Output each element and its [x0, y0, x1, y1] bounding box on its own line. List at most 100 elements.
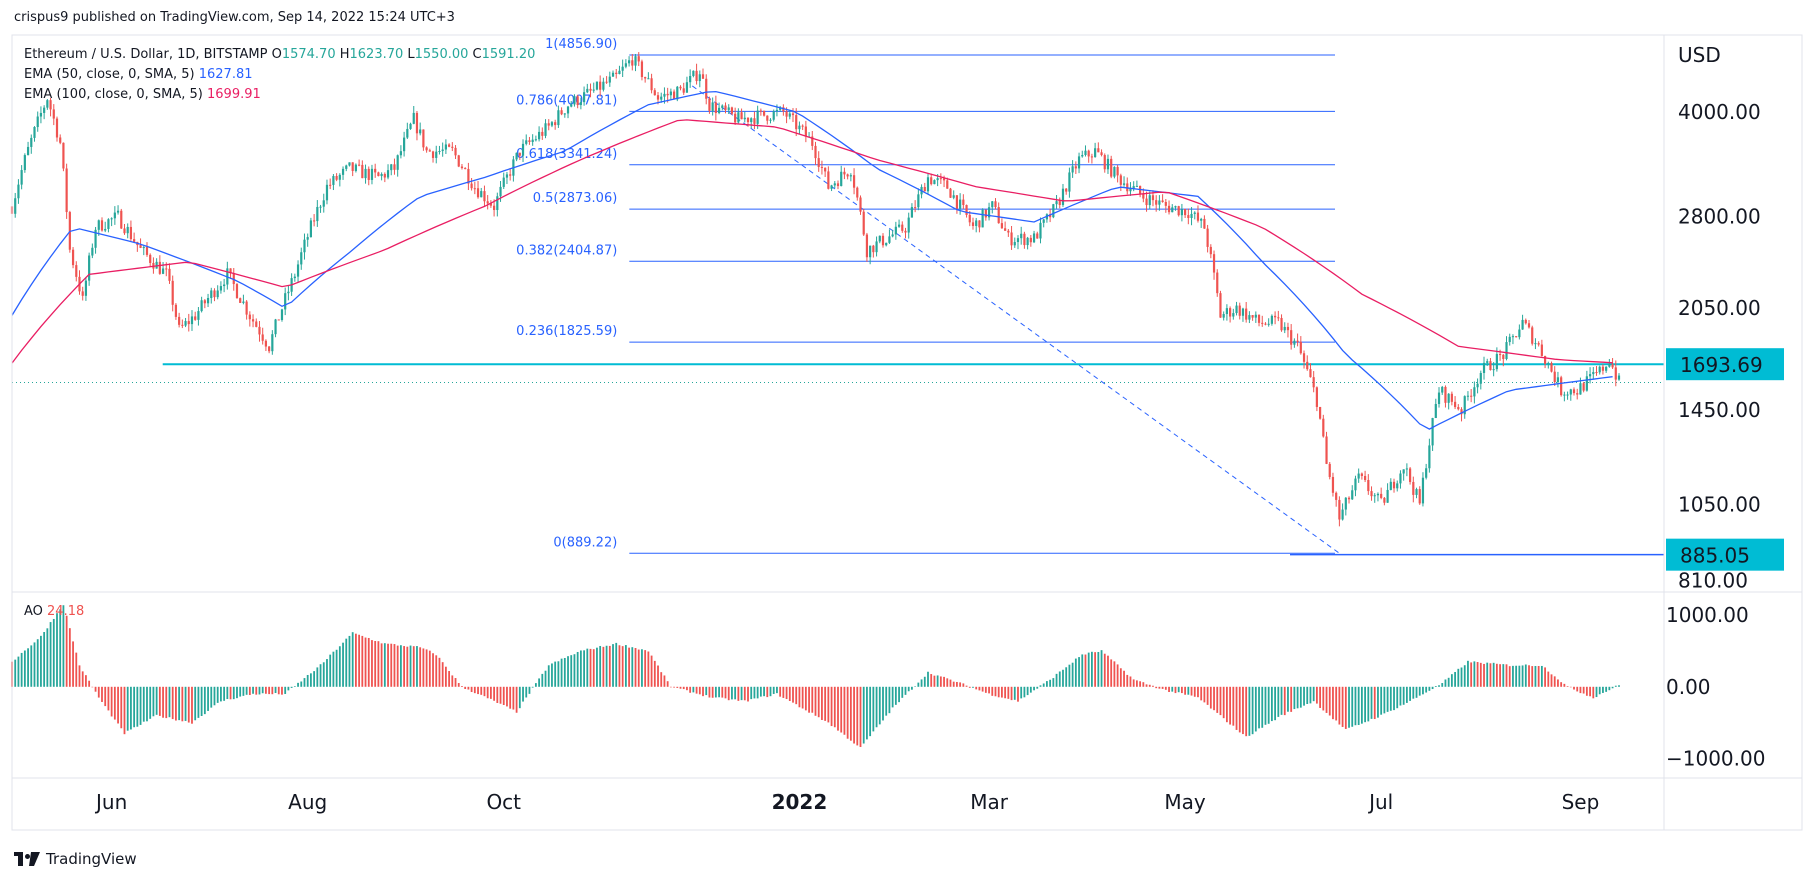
ao-bar — [1303, 686, 1305, 706]
ao-bar — [589, 648, 592, 687]
candle-body — [1283, 326, 1286, 331]
candle-body — [914, 207, 917, 209]
ao-bar — [1235, 686, 1238, 730]
legend: Ethereum / U.S. Dollar, 1D, BITSTAMP O15… — [24, 47, 535, 619]
ao-bar — [904, 686, 907, 695]
candle-body — [219, 286, 223, 291]
candle-body — [1351, 490, 1354, 500]
fib-level-label: 0.382(2404.87) — [516, 243, 617, 258]
ao-bar — [419, 647, 422, 687]
ao-bar — [255, 686, 258, 695]
candle-body — [827, 171, 830, 189]
ao-bar — [252, 686, 254, 694]
ao-bar — [316, 667, 319, 687]
candle-body — [335, 176, 338, 180]
candle-body — [1319, 406, 1322, 419]
candle-body — [1081, 155, 1084, 157]
ao-bar — [830, 686, 833, 727]
candle-body — [97, 220, 100, 230]
ao-bar — [1110, 659, 1113, 687]
ao-bar — [358, 634, 361, 687]
ao-bar — [888, 686, 891, 714]
candle-body — [875, 241, 878, 253]
ao-bar — [1248, 686, 1251, 736]
candle-body — [1598, 366, 1601, 373]
ao-bar — [81, 671, 84, 687]
candle-body — [46, 100, 49, 108]
price-marker-bg — [1666, 348, 1784, 381]
ao-bar — [486, 686, 489, 699]
legend-symbol-row: Ethereum / U.S. Dollar, 1D, BITSTAMP O15… — [24, 47, 535, 62]
candle-body — [952, 195, 955, 198]
candle-body — [277, 319, 280, 321]
candle-body — [422, 129, 425, 148]
candle-body — [1412, 481, 1415, 495]
price-tick-label: 4000.00 — [1678, 100, 1761, 124]
ao-bar — [1267, 686, 1270, 724]
candle-body — [1325, 436, 1328, 464]
legend-ohlc-key: H — [340, 47, 350, 62]
ao-bar — [759, 686, 762, 697]
ao-bar — [608, 645, 611, 687]
candle-body — [181, 324, 184, 326]
ao-bar — [406, 646, 409, 687]
legend-ohlc-value: 1623.70 — [350, 47, 408, 62]
ao-bar — [200, 686, 203, 716]
candle-body — [586, 88, 589, 93]
candle-body — [923, 186, 926, 192]
candle-body — [984, 209, 987, 218]
candle-body — [1392, 481, 1396, 489]
ao-bar — [1004, 686, 1007, 699]
candle-body — [1560, 377, 1563, 396]
candle-body — [296, 264, 300, 277]
candle-body — [946, 180, 949, 189]
ao-bar — [911, 686, 913, 690]
ao-bar — [130, 686, 132, 730]
footer-brand[interactable]: TradingView — [46, 850, 137, 868]
candle-body — [708, 98, 711, 111]
ao-bar — [1402, 686, 1405, 705]
candle-body — [441, 149, 444, 152]
ao-bar — [1489, 663, 1492, 687]
ao-bar — [1531, 666, 1534, 687]
candle-body — [126, 226, 129, 234]
ao-bar — [592, 649, 595, 687]
ao-bar — [1441, 683, 1444, 687]
ao-bar — [1409, 686, 1411, 701]
ao-bar — [689, 686, 692, 693]
ao-bar — [46, 628, 49, 687]
ao-bar — [814, 686, 817, 716]
ao-bar — [473, 686, 476, 694]
ao-bar — [923, 676, 926, 687]
candle-body — [878, 235, 881, 242]
ao-bar — [146, 686, 148, 722]
candle-body — [81, 291, 84, 296]
candle-body — [1036, 233, 1039, 239]
ao-bar — [599, 645, 602, 687]
ao-bar — [737, 686, 740, 701]
ao-bar — [1094, 652, 1097, 687]
ao-bar — [1425, 686, 1428, 693]
candle-body — [663, 93, 666, 97]
ao-bar — [1415, 686, 1418, 698]
candle-body — [1254, 314, 1257, 318]
candle-body — [197, 311, 200, 320]
candle-body — [1482, 362, 1486, 374]
ao-bar — [878, 686, 881, 725]
candle-body — [824, 167, 827, 172]
ao-bar — [88, 680, 91, 687]
candle-body — [1498, 354, 1502, 356]
candle-body — [1241, 308, 1245, 316]
tradingview-logo-icon[interactable] — [14, 852, 40, 866]
price-pane[interactable]: 1(4856.90)0.786(4007.81)0.618(3341.24)0.… — [10, 37, 1664, 556]
candle-body — [493, 205, 496, 211]
candle-body — [1495, 354, 1498, 370]
ao-bar — [788, 686, 791, 701]
ao-bar — [1290, 686, 1293, 712]
ao-bar — [1129, 676, 1132, 687]
ao-pane[interactable] — [11, 605, 1620, 747]
candle-body — [1543, 355, 1547, 364]
ao-bar — [261, 686, 264, 694]
ao-bar — [766, 686, 769, 698]
